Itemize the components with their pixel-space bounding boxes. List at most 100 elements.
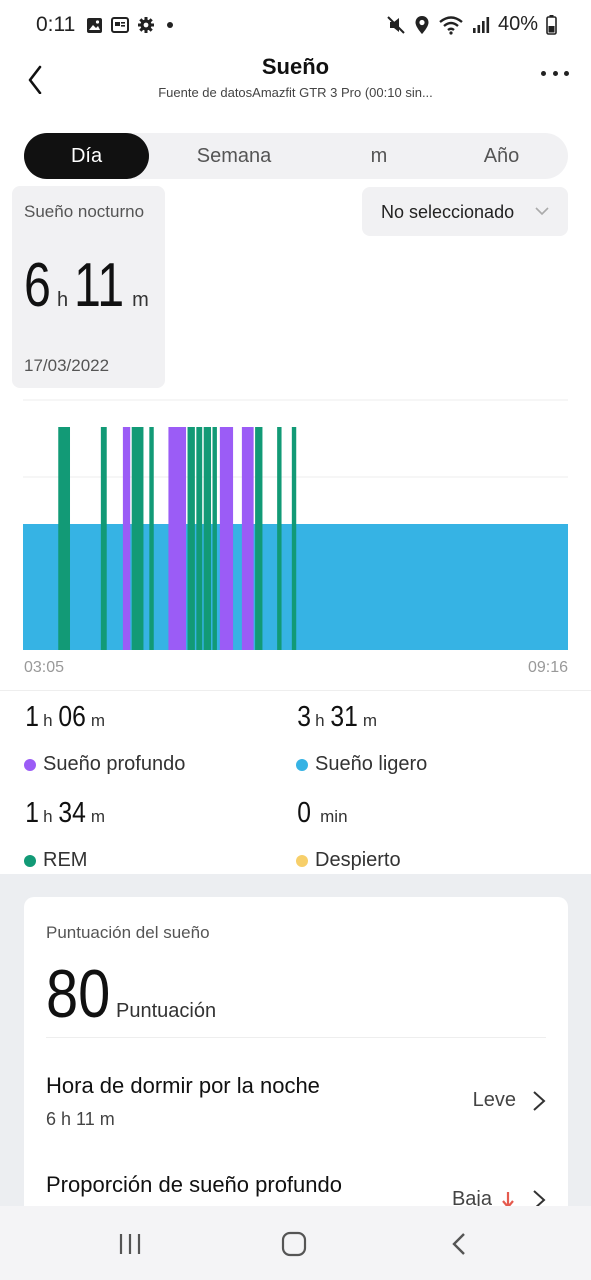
- chevron-down-icon: [535, 207, 549, 216]
- battery-percent: 40%: [497, 13, 538, 35]
- sleep-segment-rem: [100, 427, 107, 650]
- more-options-button[interactable]: [541, 66, 569, 80]
- legend-rem: REM: [24, 849, 87, 872]
- deep-hours: 1: [25, 701, 39, 733]
- summary-date: 17/03/2022: [24, 356, 110, 375]
- chevron-right-icon: [533, 1189, 546, 1210]
- light-minutes: 31: [330, 701, 358, 733]
- mute-icon: [387, 15, 405, 34]
- awake-unit: min: [320, 807, 348, 826]
- signal-icon: [472, 16, 490, 33]
- deep-minutes: 06: [58, 701, 86, 733]
- night-sleep-summary: Sueño nocturno 6 h 11 m 17/03/2022: [12, 186, 165, 388]
- gear-icon: [138, 17, 154, 33]
- more-dot-icon: [552, 70, 558, 76]
- status-left-icons: [86, 16, 177, 34]
- news-icon: [111, 17, 129, 33]
- legend-light-label: Sueño ligero: [315, 753, 428, 775]
- sleep-segment-deep: [219, 427, 234, 650]
- sleep-segment-rem: [203, 427, 212, 650]
- sleep-segment-rem: [58, 427, 71, 650]
- back-button[interactable]: [20, 58, 54, 95]
- deep-hours-unit: h: [43, 711, 53, 730]
- awake-duration: 0 min: [296, 797, 351, 830]
- total-sleep-duration: 6 h 11 m: [24, 250, 149, 321]
- rem-dot-icon: [24, 854, 36, 867]
- sleep-segment-deep: [122, 427, 131, 650]
- sleep-segment-rem: [255, 427, 263, 650]
- score-row-deep-ratio[interactable]: Proporción de sueño profundo Baja: [46, 1172, 546, 1210]
- light-minutes-unit: m: [362, 711, 378, 730]
- sleep-segment-rem: [131, 427, 144, 650]
- sleep-segment-deep: [241, 427, 254, 650]
- row-status: Baja: [451, 1188, 492, 1210]
- row-status: Leve: [472, 1089, 516, 1111]
- more-dot-icon: [564, 70, 569, 76]
- awake-dot-icon: [296, 854, 308, 867]
- dot-icon: [167, 22, 173, 28]
- back-icon[interactable]: [446, 1230, 474, 1258]
- location-icon: [415, 15, 429, 34]
- legend-rem-label: REM: [43, 849, 88, 871]
- legend-deep-label: Sueño profundo: [43, 753, 186, 775]
- score-value-group: 80 Puntuación: [46, 955, 216, 1033]
- score-label: Puntuación del sueño: [46, 923, 210, 942]
- sleep-segment-rem: [291, 427, 297, 650]
- row-title: Proporción de sueño profundo: [46, 1172, 342, 1197]
- sleep-segment-rem: [149, 427, 154, 650]
- light-hours: 3: [297, 701, 311, 733]
- rem-duration: 1 h 34 m: [24, 797, 108, 830]
- summary-label: Sueño nocturno: [24, 202, 145, 221]
- legend-deep: Sueño profundo: [24, 753, 185, 776]
- sleep-segment-rem: [196, 427, 203, 650]
- rem-hours: 1: [25, 797, 39, 829]
- sleep-stage-stats: 1 h 06 m Sueño profundo 3 h 31 m Sueño l…: [0, 690, 591, 874]
- dropdown-label: No seleccionado: [381, 202, 515, 222]
- divider: [46, 1037, 546, 1038]
- row-subtitle: 6 h 11 m: [46, 1109, 115, 1129]
- tab-week[interactable]: Semana: [196, 145, 272, 167]
- image-icon: [87, 17, 102, 33]
- battery-icon: [546, 14, 557, 35]
- wifi-icon: [439, 15, 463, 35]
- tab-month[interactable]: m: [370, 145, 388, 167]
- tab-day[interactable]: Día: [24, 133, 149, 179]
- minutes-unit: m: [132, 289, 149, 311]
- sleep-stage-chart[interactable]: 03:05 09:16: [0, 395, 591, 690]
- minutes-value: 11: [74, 251, 125, 320]
- period-tabs: Día Semana m Año: [24, 133, 568, 179]
- rem-hours-unit: h: [43, 807, 53, 826]
- score-unit: Puntuación: [116, 1000, 217, 1022]
- sleep-score-card: Puntuación del sueño 80 Puntuación Hora …: [24, 897, 568, 1217]
- row-title: Hora de dormir por la noche: [46, 1073, 320, 1098]
- awake-value: 0: [297, 797, 311, 829]
- score-row-sleep-time[interactable]: Hora de dormir por la noche 6 h 11 m Lev…: [46, 1073, 546, 1130]
- comparison-dropdown[interactable]: No seleccionado: [362, 187, 568, 236]
- light-hours-unit: h: [315, 711, 325, 730]
- status-bar: 0:11 40%: [0, 0, 591, 52]
- deep-dot-icon: [24, 758, 36, 771]
- sleep-stage-plot: [23, 399, 568, 650]
- hours-unit: h: [57, 289, 69, 311]
- axis-start-time: 03:05: [24, 659, 65, 676]
- header: Sueño Fuente de datosAmazfit GTR 3 Pro (…: [0, 52, 591, 112]
- home-icon[interactable]: [280, 1230, 308, 1258]
- tab-year[interactable]: Año: [483, 145, 520, 167]
- axis-end-time: 09:16: [527, 659, 568, 676]
- legend-awake-label: Despierto: [315, 849, 401, 871]
- legend-awake: Despierto: [296, 849, 401, 872]
- row-status-group: Leve: [473, 1089, 546, 1112]
- data-source-subtitle[interactable]: Fuente de datosAmazfit GTR 3 Pro (00:10 …: [158, 85, 433, 100]
- chevron-left-icon: [28, 65, 42, 95]
- status-time: 0:11: [36, 13, 76, 36]
- sleep-segment-rem: [277, 427, 282, 650]
- light-sleep-duration: 3 h 31 m: [296, 701, 380, 734]
- recent-apps-icon[interactable]: [116, 1230, 144, 1258]
- sleep-segment-rem: [187, 427, 195, 650]
- page-title: Sueño: [261, 54, 330, 79]
- system-nav-bar: [0, 1206, 591, 1280]
- legend-light: Sueño ligero: [296, 753, 427, 776]
- more-dot-icon: [541, 70, 546, 76]
- deep-minutes-unit: m: [90, 711, 106, 730]
- status-right-icons: 40%: [386, 13, 557, 36]
